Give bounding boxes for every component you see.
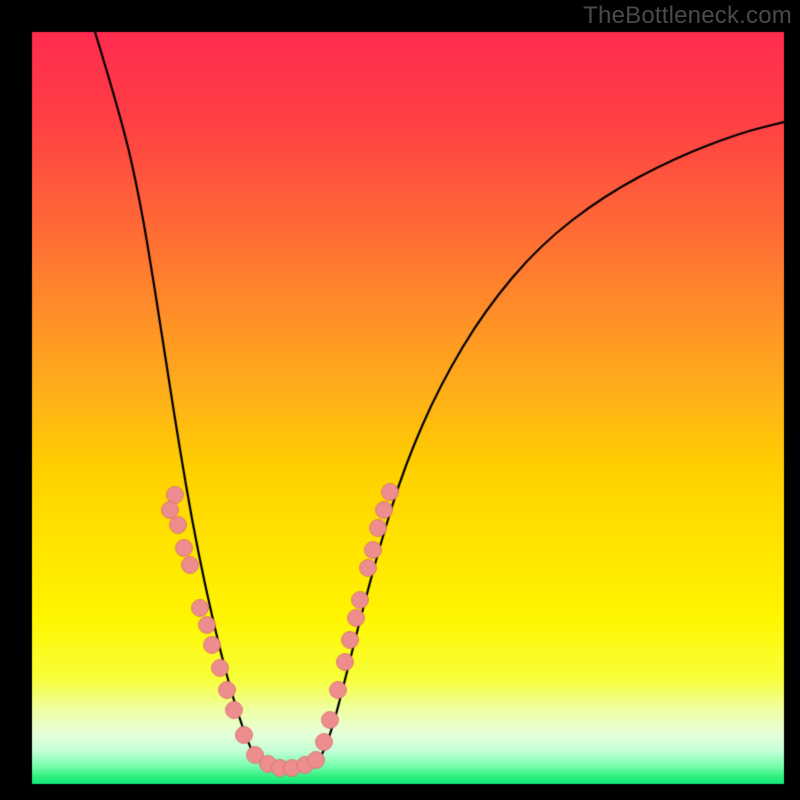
- chart-wrapper: TheBottleneck.com: [0, 0, 800, 800]
- bottleneck-chart-canvas: [0, 0, 800, 800]
- watermark-label: TheBottleneck.com: [583, 2, 792, 30]
